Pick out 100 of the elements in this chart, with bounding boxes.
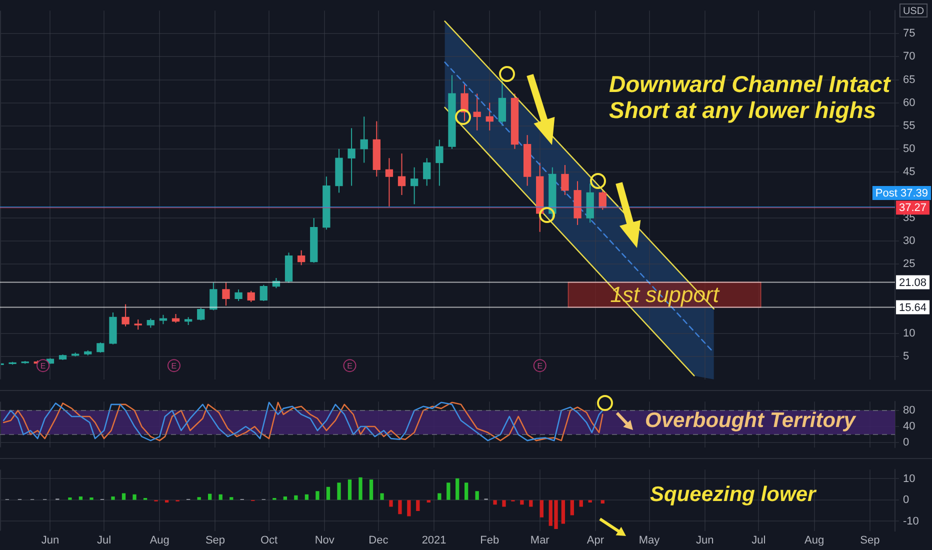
candlestick [498,79,506,126]
bar [348,479,352,500]
candlestick [410,166,418,205]
annotation: E [171,361,177,370]
x-tick-label: 2021 [422,534,446,546]
y-tick-label: 10 [903,327,916,340]
bar [520,500,524,505]
x-tick-label: Sep [860,534,880,546]
bar [438,493,442,500]
x-tick-label: Jul [96,534,112,546]
y-tick-label: 45 [903,166,916,178]
bar [540,500,544,518]
bar [283,496,288,500]
bar [389,500,393,507]
candlestick [423,158,431,186]
bar [502,500,506,507]
y-tick-label: 5 [903,350,910,362]
ref-line-label: 37.27 [899,202,927,214]
x-tick-label: May [638,534,660,546]
bar [111,496,115,500]
candlestick [134,318,142,330]
bar [208,494,212,500]
candlestick [247,290,255,302]
annotation: E [40,361,46,370]
candlestick [122,304,130,327]
bar [369,479,374,500]
x-tick-label: Aug [804,534,824,546]
y-tick-label: 25 [903,258,916,270]
x-tick-label: Aug [150,534,170,546]
x-tick-label: Nov [314,534,335,546]
candlestick [96,342,104,354]
bar [493,500,497,505]
candlestick [561,164,569,196]
candlestick [460,84,468,122]
bar [132,494,136,500]
candlestick [598,190,606,210]
bar [197,497,201,500]
bar [570,500,574,516]
annotation: E [347,361,352,370]
bar [398,500,402,514]
bar [407,500,411,516]
y-tick-label: 75 [903,28,916,40]
y-tick-label: -10 [903,515,919,528]
candlestick [348,128,356,186]
x-tick-label: Mar [530,534,550,546]
x-tick-label: Apr [586,534,604,546]
y-axis-title: USD [902,6,924,17]
annotation: Squeezing lower [650,483,818,506]
y-tick-label: 30 [903,235,916,248]
bar [561,500,566,524]
bar [358,477,362,500]
candlestick [486,102,494,131]
annotation: Short at any lower highs [609,97,876,123]
bar [456,478,460,500]
bar [416,500,420,511]
bar [294,495,298,500]
candlestick [297,250,306,266]
x-tick-label: Oct [260,534,278,546]
candlestick [146,318,154,328]
bar [579,500,583,507]
ref-line-label: 21.08 [899,276,927,289]
candlestick [385,158,394,208]
candlestick [360,116,368,164]
bar [600,500,604,504]
bar [475,491,479,500]
bar [380,493,384,500]
y-tick-label: 55 [903,120,916,132]
bar [122,493,126,500]
candlestick [210,282,218,311]
y-tick-label: 10 [903,472,916,485]
x-tick-label: Sep [205,534,226,546]
bar [446,482,450,500]
bar [316,491,320,500]
candlestick [473,93,481,131]
bar [230,497,234,500]
bar [218,494,222,500]
candlestick [272,277,280,289]
ref-line-label: 15.64 [899,302,927,314]
x-tick-label: Jul [752,534,766,546]
x-tick-label: Dec [368,534,389,546]
annotation: Downward Channel Intact [609,71,892,97]
bar [529,500,533,507]
y-tick-label: 65 [903,74,916,86]
candlestick [436,139,444,186]
x-tick-label: Jun [41,534,60,546]
y-tick-label: 60 [903,96,916,109]
y-tick-label: 80 [903,404,916,416]
bar [337,482,341,500]
y-tick-label: 50 [903,142,916,155]
annotation: E [537,361,543,370]
x-tick-label: Jun [696,534,714,546]
bar [464,482,468,500]
x-tick-label: Feb [480,534,500,546]
candlestick [398,153,406,196]
y-tick-label: 0 [903,494,910,506]
candlestick [234,289,242,302]
bar [304,494,309,500]
candlestick [159,314,168,325]
candlestick [260,284,268,302]
candlestick [197,307,205,321]
